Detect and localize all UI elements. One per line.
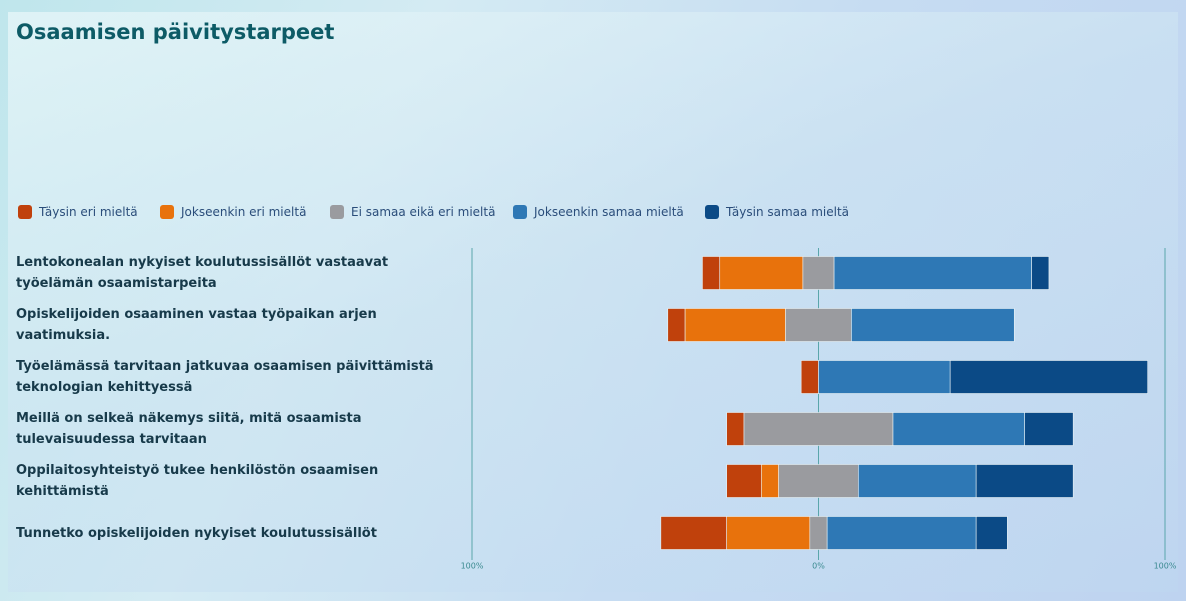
bar-segment [785, 308, 852, 342]
legend-swatch [160, 205, 174, 219]
legend-label: Täysin samaa mieltä [726, 205, 850, 219]
chart-title: Osaamisen päivitystarpeet [16, 20, 335, 44]
legend-label: Jokseenkin eri mieltä [181, 205, 307, 219]
bar-segment [667, 308, 686, 342]
bar-segment [761, 464, 779, 498]
bar-segment [684, 308, 786, 342]
bar-segment [778, 464, 859, 498]
legend-swatch [705, 205, 719, 219]
legend-item: Täysin eri mieltä [18, 205, 138, 219]
bar-segment [975, 464, 1074, 498]
category-label: Työelämässä tarvitaan jatkuvaa osaamisen… [16, 359, 434, 395]
bar-segment [1031, 256, 1050, 290]
bar-segment [726, 412, 745, 446]
bar-segment [702, 256, 721, 290]
bar-segment [818, 360, 951, 394]
legend-item: Jokseenkin samaa mieltä [513, 205, 684, 219]
bar-segment [809, 516, 828, 550]
bar-segment [1024, 412, 1074, 446]
bar-segment [892, 412, 1025, 446]
bar-segment [743, 412, 894, 446]
bar-segment [726, 516, 811, 550]
bar-segment [660, 516, 727, 550]
category-label: Tunnetko opiskelijoiden nykyiset koulutu… [16, 525, 377, 541]
bar-segment [975, 516, 1008, 550]
bar-segment [851, 308, 1015, 342]
category-label: Oppilaitosyhteistyö tukee henkilöstön os… [16, 463, 379, 499]
bar-segment [726, 464, 762, 498]
legend-item: Täysin samaa mieltä [705, 205, 849, 219]
category-label: Meillä on selkeä näkemys siitä, mitä osa… [16, 411, 362, 447]
category-label: Opiskelijoiden osaaminen vastaa työpaika… [16, 307, 377, 343]
x-tick-label: 0% [812, 562, 825, 571]
legend-label: Täysin eri mieltä [39, 205, 138, 219]
legend-label: Ei samaa eikä eri mieltä [351, 205, 496, 219]
legend-label: Jokseenkin samaa mieltä [534, 205, 684, 219]
legend-swatch [330, 205, 344, 219]
bar-segment [800, 360, 819, 394]
legend-item: Ei samaa eikä eri mieltä [330, 205, 495, 219]
x-tick-label: 100% [461, 562, 484, 571]
bar-segment [826, 516, 977, 550]
legend-item: Jokseenkin eri mieltä [160, 205, 306, 219]
bar-segment [949, 360, 1148, 394]
bar-segment [833, 256, 1032, 290]
bar-segment [719, 256, 804, 290]
legend-swatch [513, 205, 527, 219]
bar-segment [802, 256, 835, 290]
bar-segment [858, 464, 977, 498]
x-tick-label: 100% [1154, 562, 1177, 571]
category-label: Lentokonealan nykyiset koulutussisällöt … [16, 255, 389, 291]
legend-swatch [18, 205, 32, 219]
